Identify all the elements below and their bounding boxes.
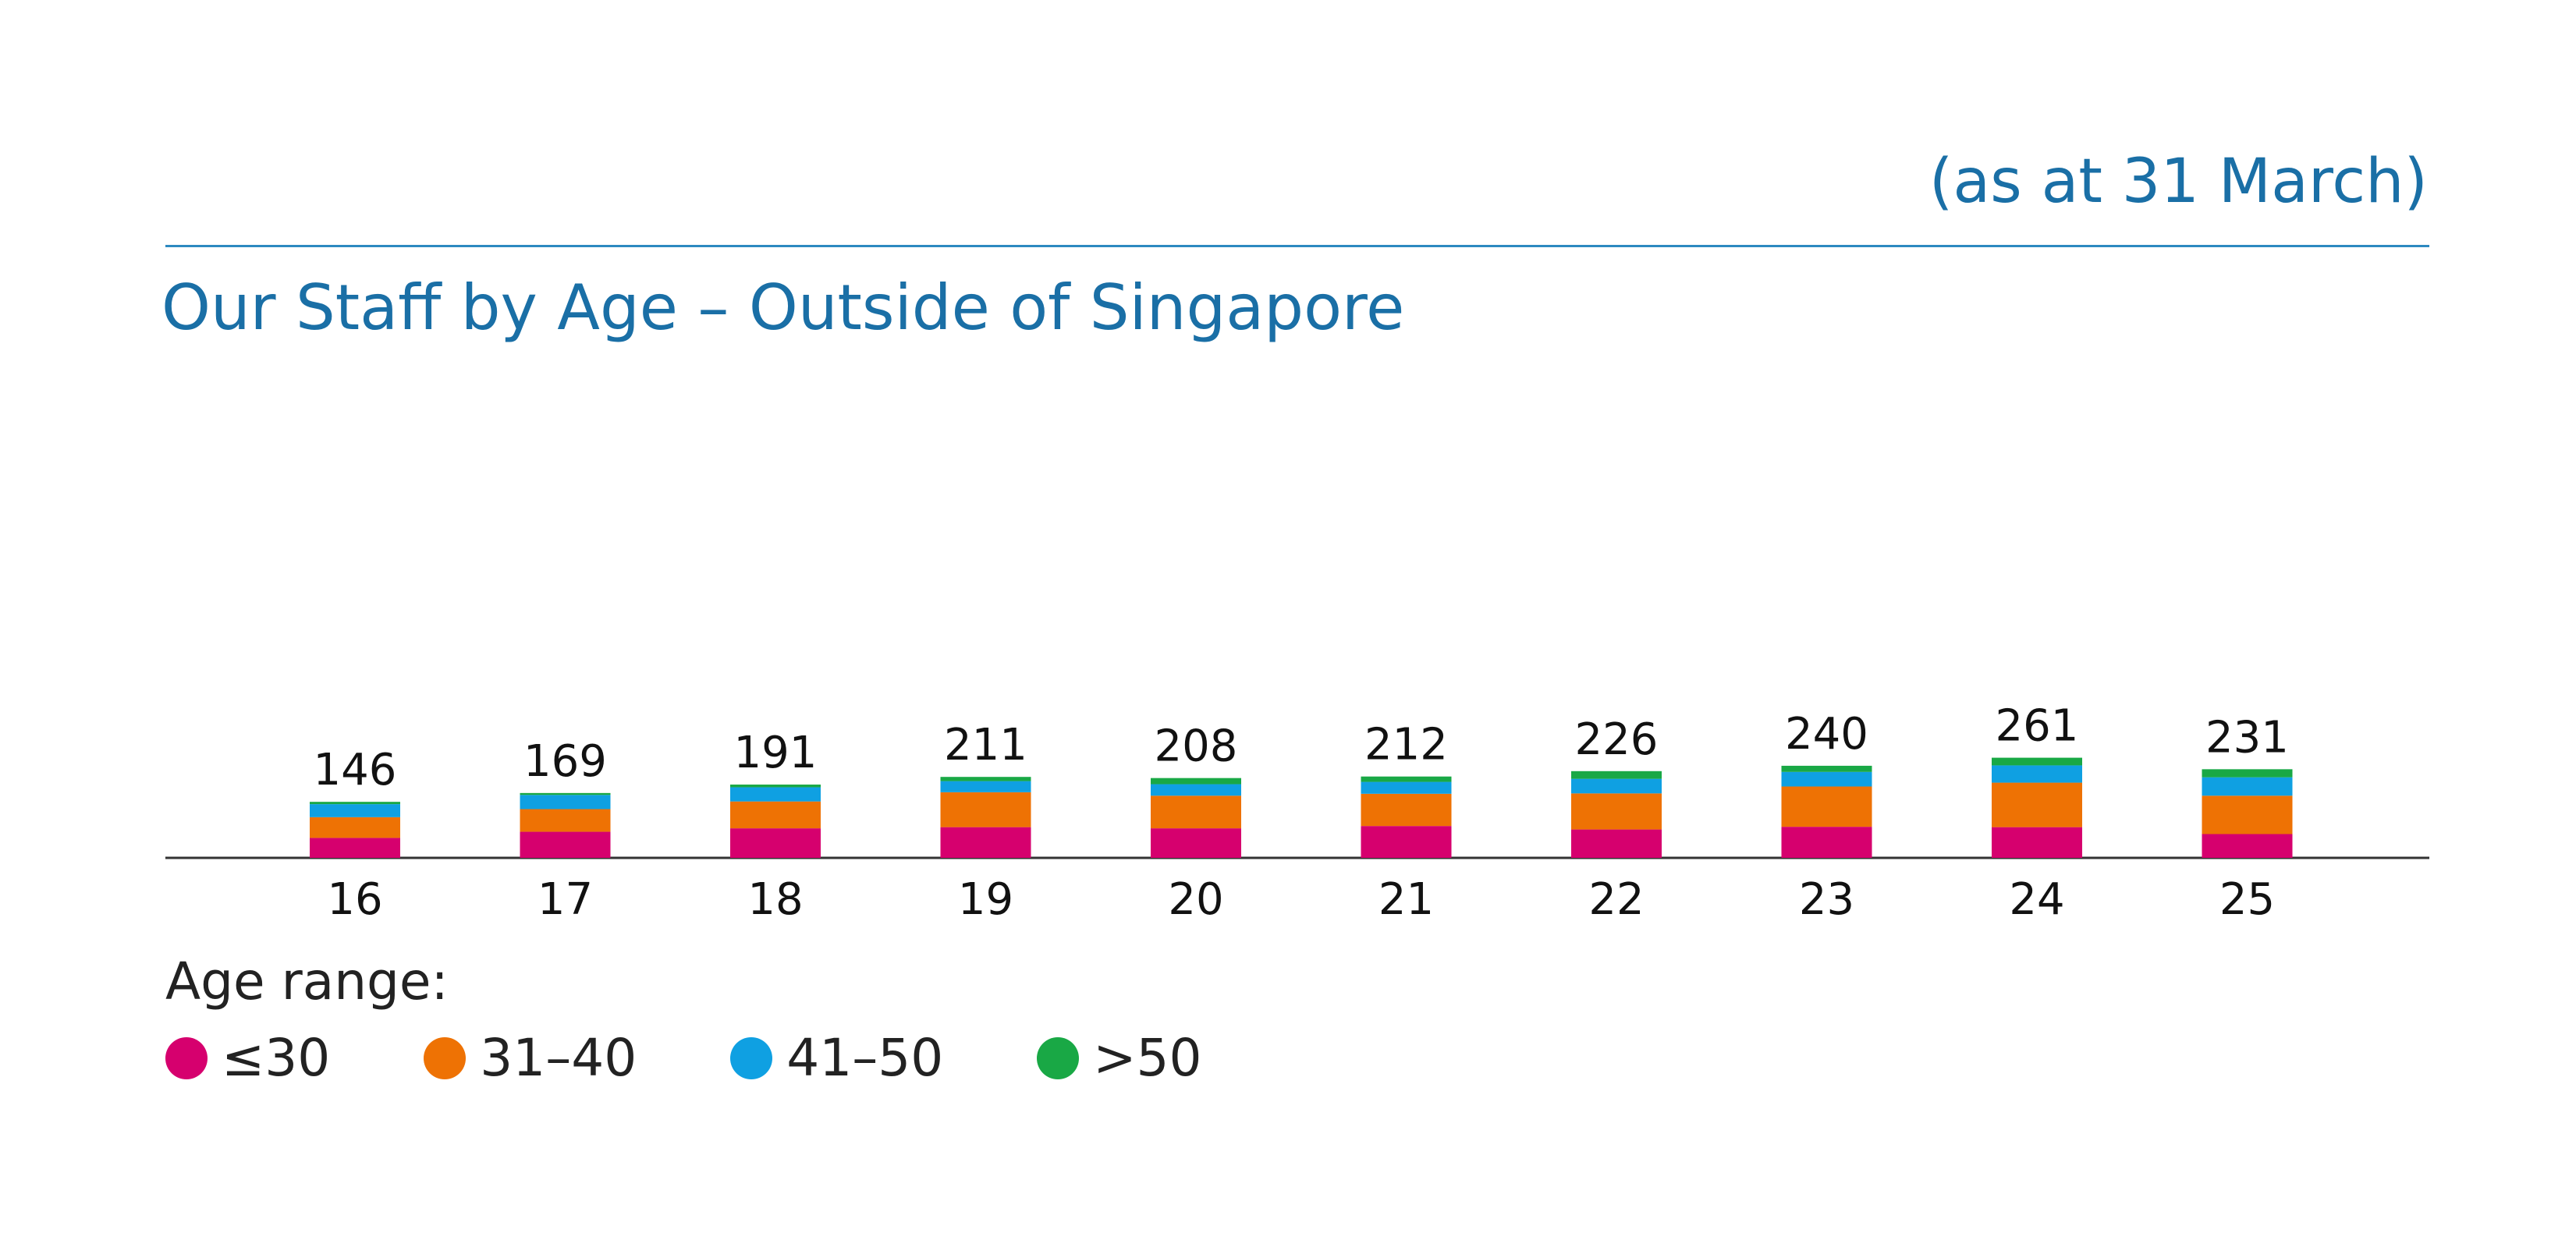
x-tick-label: 25	[2219, 874, 2275, 925]
legend-label: 41–50	[786, 1028, 944, 1088]
bar-segment	[730, 801, 821, 829]
bar-segment	[1571, 778, 1662, 794]
bar-total-label: 211	[944, 720, 1027, 771]
bar-segment	[2202, 834, 2293, 858]
bar-segment	[1781, 786, 1872, 827]
legend-swatch	[424, 1036, 467, 1079]
legend-item: 41–50	[730, 1028, 943, 1088]
bar-segment	[940, 781, 1031, 792]
x-tick-label: 19	[958, 874, 1013, 925]
bar-segment	[1571, 829, 1662, 858]
bar-total-label: 191	[734, 728, 818, 778]
bar-segment	[310, 804, 400, 817]
bar-total-label: 146	[314, 745, 397, 795]
bar-segment	[520, 809, 611, 832]
bar-segment	[310, 802, 400, 805]
bar-total-label: 226	[1575, 714, 1659, 765]
x-tick-label: 23	[1799, 874, 1854, 925]
bar-segment	[2202, 777, 2293, 796]
bar-segment	[1151, 795, 1241, 829]
x-tick-label: 18	[747, 874, 803, 925]
bar-segment	[940, 792, 1031, 827]
x-tick-label: 22	[1588, 874, 1644, 925]
bar-total-label: 261	[1996, 701, 2079, 752]
bar-segment	[310, 838, 400, 858]
bar-segment	[730, 785, 821, 788]
bar-segment	[1992, 757, 2082, 766]
legend-label: ≤30	[222, 1028, 331, 1088]
bar-total-label: 212	[1364, 720, 1448, 771]
bar-segment	[1151, 778, 1241, 785]
bar-segment	[1571, 771, 1662, 779]
header-divider	[165, 245, 2429, 247]
legend-swatch	[165, 1036, 208, 1079]
bar-total-label: 231	[2205, 712, 2289, 763]
x-tick-label: 20	[1168, 874, 1223, 925]
bar-segment	[310, 817, 400, 838]
bar-segment	[940, 827, 1031, 858]
x-tick-label: 21	[1378, 874, 1434, 925]
bar-segment	[1992, 765, 2082, 783]
x-tick-label: 16	[327, 874, 382, 925]
bar-total-label: 169	[523, 736, 607, 787]
x-tick-label: 17	[538, 874, 593, 925]
bar-total-label: 208	[1155, 721, 1238, 772]
x-tick-label: 24	[2009, 874, 2064, 925]
bar-segment	[1571, 793, 1662, 830]
bar-segment	[520, 795, 611, 810]
bar-segment	[1992, 782, 2082, 827]
bar-segment	[520, 792, 611, 795]
bar-segment	[1361, 776, 1452, 782]
bar-segment	[1361, 781, 1452, 794]
bar-segment	[1361, 826, 1452, 858]
legend-label: 31–40	[480, 1028, 637, 1088]
bar-segment	[940, 777, 1031, 781]
bar-segment	[1781, 771, 1872, 787]
legend-item: 31–40	[424, 1028, 637, 1088]
chart-title: Our Staff by Age – Outside of Singapore	[161, 271, 1405, 344]
legend-title: Age range:	[165, 951, 449, 1011]
legend-swatch	[1037, 1036, 1080, 1079]
bar-total-label: 240	[1785, 709, 1868, 760]
bar-segment	[2202, 769, 2293, 778]
bar-segment	[730, 787, 821, 802]
bar-segment	[1361, 793, 1452, 827]
bar-segment	[1151, 828, 1241, 858]
bar-segment	[1781, 765, 1872, 772]
bar-segment	[520, 831, 611, 858]
bar-segment	[1151, 784, 1241, 796]
legend-item: ≤30	[165, 1028, 330, 1088]
legend-label: >50	[1093, 1028, 1202, 1088]
legend-swatch	[730, 1036, 773, 1079]
bar-segment	[2202, 795, 2293, 834]
bar-segment	[1781, 827, 1872, 858]
bar-segment	[730, 828, 821, 858]
legend-item: >50	[1037, 1028, 1202, 1088]
bar-segment	[1992, 827, 2082, 858]
date-note: (as at 31 March)	[1928, 147, 2428, 217]
legend: ≤30 31–40 41–50 >50	[165, 1028, 1202, 1088]
